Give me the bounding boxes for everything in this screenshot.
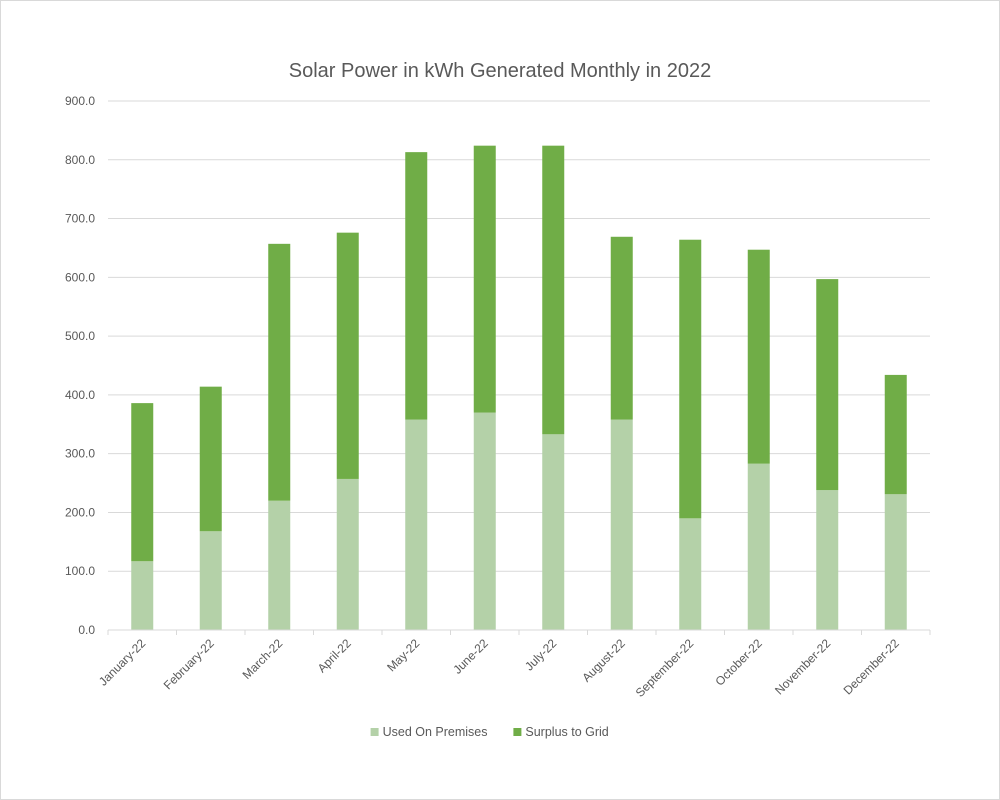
y-tick-label: 600.0 xyxy=(65,270,95,284)
x-tick-label: March-22 xyxy=(240,636,286,682)
bar-surplus-to-grid xyxy=(199,386,222,532)
y-tick-label: 400.0 xyxy=(65,388,95,402)
y-tick-label: 100.0 xyxy=(65,564,95,578)
gridlines xyxy=(108,100,930,572)
y-tick-label: 300.0 xyxy=(65,447,95,461)
bars xyxy=(131,145,907,630)
y-tick-label: 900.0 xyxy=(65,94,95,108)
legend-label: Surplus to Grid xyxy=(525,725,608,739)
bar-used-on-premises xyxy=(336,478,359,630)
bar-surplus-to-grid xyxy=(816,279,839,491)
bar-used-on-premises xyxy=(473,412,496,630)
x-tick-label: February-22 xyxy=(161,636,217,692)
x-tick-label: September-22 xyxy=(633,636,697,700)
legend: Used On Premises Surplus to Grid xyxy=(370,725,609,739)
x-axis-ticks: January-22 February-22 March-22 April-22 May… xyxy=(96,630,931,700)
x-tick-label: January-22 xyxy=(96,636,149,689)
bar-used-on-premises xyxy=(816,490,839,630)
x-tick-label: December-22 xyxy=(841,636,903,698)
bar-used-on-premises xyxy=(199,531,222,630)
bar-surplus-to-grid xyxy=(473,145,496,413)
bar-used-on-premises xyxy=(747,463,770,630)
bar-used-on-premises xyxy=(542,434,565,630)
chart-title: Solar Power in kWh Generated Monthly in … xyxy=(289,60,711,82)
y-tick-label: 700.0 xyxy=(65,212,95,226)
bar-used-on-premises xyxy=(610,419,633,630)
y-tick-label: 500.0 xyxy=(65,329,95,343)
bar-surplus-to-grid xyxy=(884,374,907,495)
bar-surplus-to-grid xyxy=(542,145,565,435)
bar-surplus-to-grid xyxy=(747,249,770,464)
x-tick-label: April-22 xyxy=(315,636,354,675)
y-tick-label: 800.0 xyxy=(65,153,95,167)
x-tick-label: May-22 xyxy=(384,636,422,674)
y-tick-label: 0.0 xyxy=(78,623,95,637)
x-tick-label: October-22 xyxy=(713,636,766,689)
x-tick-label: July-22 xyxy=(522,636,559,673)
bar-used-on-premises xyxy=(268,500,291,630)
x-tick-label: August-22 xyxy=(579,636,628,685)
legend-swatch xyxy=(370,728,379,736)
x-tick-label: November-22 xyxy=(772,636,834,698)
legend-label: Used On Premises xyxy=(383,725,488,739)
bar-surplus-to-grid xyxy=(610,236,633,420)
bar-used-on-premises xyxy=(679,518,702,630)
bar-used-on-premises xyxy=(131,561,154,630)
bar-surplus-to-grid xyxy=(131,403,154,562)
legend-swatch xyxy=(513,728,522,736)
bar-used-on-premises xyxy=(405,419,428,630)
bar-surplus-to-grid xyxy=(405,152,428,420)
bar-used-on-premises xyxy=(884,494,907,630)
x-tick-label: June-22 xyxy=(450,636,491,677)
bar-surplus-to-grid xyxy=(268,243,291,501)
y-axis-ticks: 0.0 100.0 200.0 300.0 400.0 500.0 600.0 700.0 80… xyxy=(65,94,95,637)
bar-surplus-to-grid xyxy=(336,232,359,479)
bar-surplus-to-grid xyxy=(679,239,702,519)
y-tick-label: 200.0 xyxy=(65,505,95,519)
